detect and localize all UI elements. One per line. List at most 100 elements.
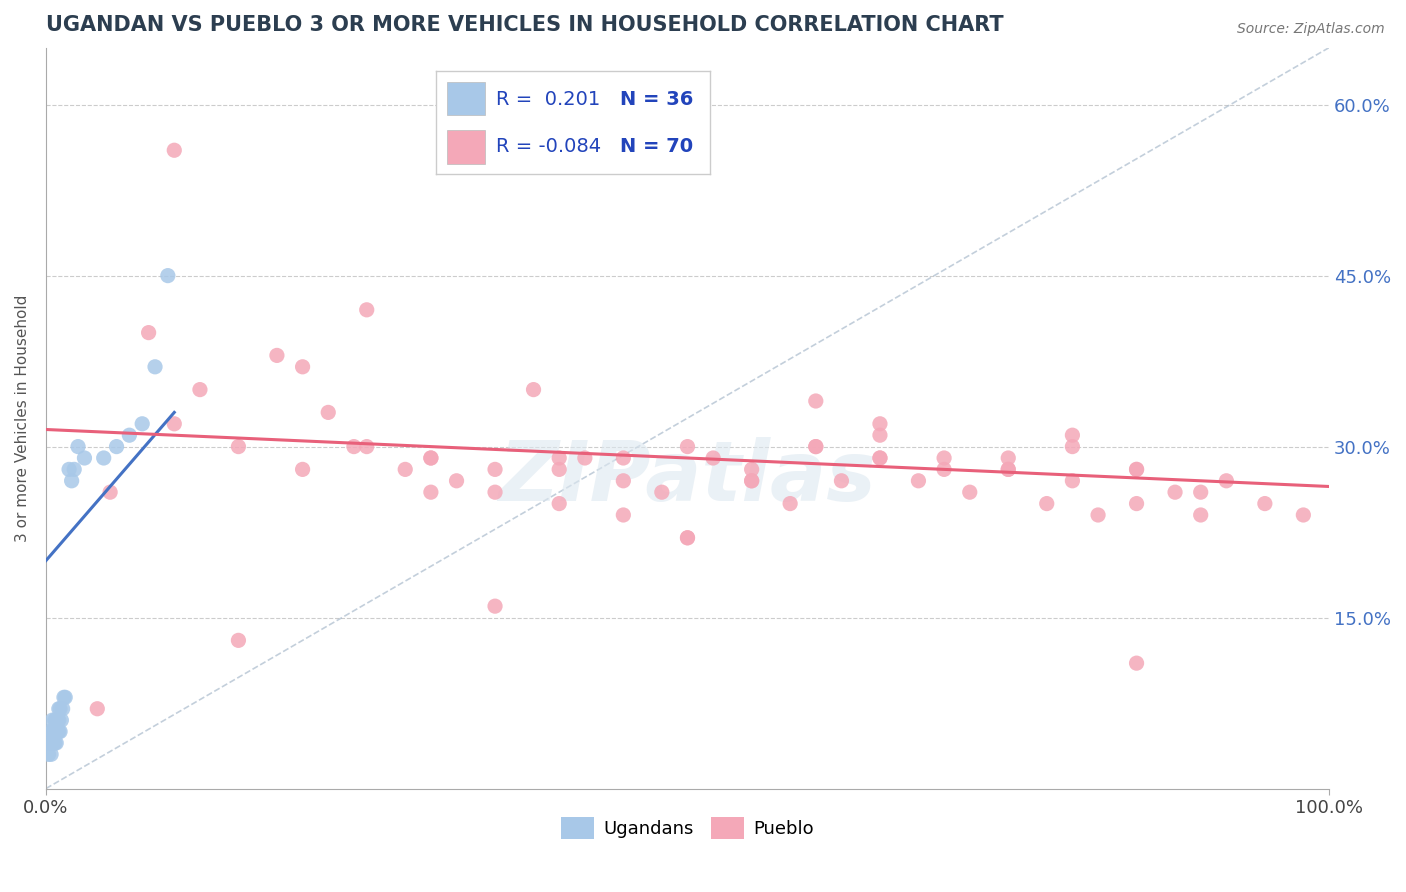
Point <box>105 440 128 454</box>
Point <box>67 440 90 454</box>
Point <box>651 485 673 500</box>
Point <box>228 440 250 454</box>
Point <box>804 440 827 454</box>
Point <box>228 633 250 648</box>
Point <box>548 462 571 476</box>
Text: Source: ZipAtlas.com: Source: ZipAtlas.com <box>1237 22 1385 37</box>
Point <box>1189 508 1212 522</box>
Point <box>49 724 72 739</box>
Point <box>869 450 891 465</box>
Legend: Ugandans, Pueblo: Ugandans, Pueblo <box>554 810 821 847</box>
Point <box>98 485 121 500</box>
Point <box>702 450 724 465</box>
Point <box>143 359 166 374</box>
Point <box>51 713 73 727</box>
Point <box>1125 462 1147 476</box>
Point <box>804 394 827 409</box>
Point <box>52 702 75 716</box>
Point <box>1254 497 1277 511</box>
Point <box>394 462 416 476</box>
Point <box>291 359 314 374</box>
Point <box>39 747 62 762</box>
Point <box>446 474 468 488</box>
Text: N = 36: N = 36 <box>620 89 693 109</box>
Point <box>779 497 801 511</box>
Point <box>48 724 70 739</box>
Point <box>93 450 115 465</box>
Point <box>48 713 70 727</box>
Point <box>343 440 366 454</box>
Point <box>612 450 634 465</box>
Point <box>419 450 441 465</box>
Point <box>830 474 852 488</box>
Point <box>741 474 763 488</box>
FancyBboxPatch shape <box>447 130 485 163</box>
Point <box>869 450 891 465</box>
Point <box>156 268 179 283</box>
Point <box>484 599 506 614</box>
Point <box>45 713 67 727</box>
FancyBboxPatch shape <box>447 82 485 115</box>
Point <box>869 428 891 442</box>
Point <box>291 462 314 476</box>
Point <box>1035 497 1057 511</box>
Point <box>38 747 60 762</box>
Point <box>73 450 96 465</box>
Point <box>612 474 634 488</box>
Point <box>676 440 699 454</box>
Point <box>997 450 1019 465</box>
Point <box>1062 440 1084 454</box>
Point <box>741 462 763 476</box>
Point <box>38 724 60 739</box>
Point <box>38 736 60 750</box>
Point <box>163 417 186 431</box>
Text: ZIPatlas: ZIPatlas <box>499 437 876 518</box>
Point <box>804 440 827 454</box>
Point <box>484 485 506 500</box>
Point <box>676 531 699 545</box>
Point <box>44 736 66 750</box>
Point <box>997 462 1019 476</box>
Point <box>48 702 70 716</box>
Point <box>356 440 378 454</box>
Point <box>52 690 75 705</box>
Point <box>45 724 67 739</box>
Point <box>58 462 80 476</box>
Point <box>484 462 506 476</box>
Point <box>49 702 72 716</box>
Point <box>138 326 160 340</box>
Point <box>356 302 378 317</box>
Text: R =  0.201: R = 0.201 <box>496 89 600 109</box>
Point <box>63 462 86 476</box>
Point <box>131 417 153 431</box>
Point <box>1087 508 1109 522</box>
Point <box>188 383 211 397</box>
Point <box>1189 485 1212 500</box>
Point <box>45 736 67 750</box>
Point <box>316 405 339 419</box>
Point <box>1125 656 1147 670</box>
Point <box>41 713 63 727</box>
Point <box>548 450 571 465</box>
Point <box>574 450 596 465</box>
Point <box>932 450 955 465</box>
Y-axis label: 3 or more Vehicles in Household: 3 or more Vehicles in Household <box>15 294 30 541</box>
Point <box>741 474 763 488</box>
Point <box>1125 462 1147 476</box>
Point <box>612 508 634 522</box>
Point <box>1292 508 1315 522</box>
Point <box>1164 485 1187 500</box>
Point <box>997 462 1019 476</box>
Point <box>86 702 108 716</box>
Point <box>869 417 891 431</box>
Point <box>907 474 929 488</box>
Point <box>44 713 66 727</box>
Point <box>53 690 76 705</box>
Point <box>1062 474 1084 488</box>
Point <box>932 462 955 476</box>
Point <box>419 450 441 465</box>
Point <box>1125 497 1147 511</box>
Point <box>118 428 141 442</box>
Point <box>41 736 63 750</box>
Point <box>60 474 83 488</box>
